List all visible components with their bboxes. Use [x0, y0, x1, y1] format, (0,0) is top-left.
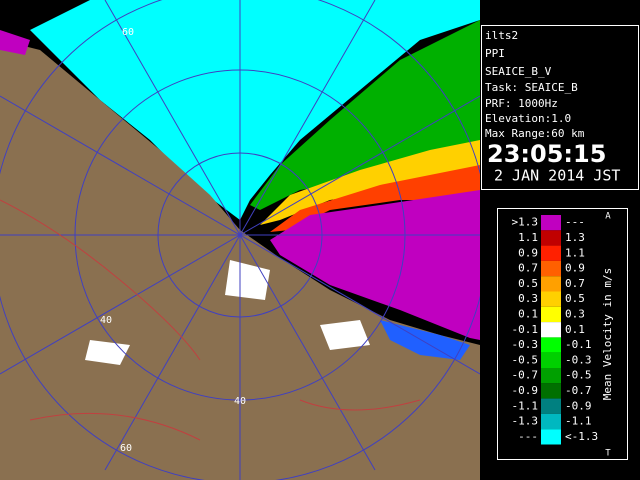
legend-low: -1.3 [512, 415, 539, 428]
legend-low: -0.9 [512, 384, 539, 397]
info-text: PPI [485, 47, 505, 60]
legend-title: Mean Velocity in m/s [601, 268, 614, 400]
legend-high: -0.1 [565, 338, 592, 351]
range-label: 40 [100, 315, 112, 326]
legend-high: -0.3 [565, 353, 592, 366]
legend-high: -1.1 [565, 415, 592, 428]
legend-swatch [541, 230, 561, 246]
blue-echo [380, 320, 470, 360]
legend-swatch [541, 260, 561, 277]
legend-high: 0.9 [565, 262, 585, 275]
legend-swatch [541, 398, 561, 414]
legend-high: 0.1 [565, 323, 585, 336]
legend-low: 0.5 [518, 277, 538, 290]
yellow-echo [260, 140, 480, 225]
legend-swatch [541, 429, 561, 445]
legend-high: 1.3 [565, 231, 585, 244]
range-label: 60 [122, 27, 134, 38]
info-text: SEAICE_B_V [485, 65, 552, 78]
legend-swatch [541, 368, 561, 384]
range-label: 40 [234, 396, 246, 407]
legend-high: 0.7 [565, 277, 585, 290]
clutter [320, 320, 370, 350]
legend-swatch [541, 337, 561, 353]
legend-low: 0.3 [518, 292, 538, 305]
legend-swatch [541, 413, 561, 430]
sea-echo [30, 0, 480, 220]
legend-high: 0.5 [565, 292, 585, 305]
legend-low: >1.3 [512, 216, 539, 229]
legend-swatch [541, 352, 561, 368]
legend-swatch [541, 291, 561, 307]
roads [0, 199, 421, 441]
info-text: ilts2 [485, 29, 518, 42]
legend-high: <-1.3 [565, 430, 598, 443]
legend-high: --- [565, 216, 585, 229]
legend-high: -0.9 [565, 399, 592, 412]
time: 23:05:15 [487, 140, 606, 168]
legend-swatch [541, 245, 561, 261]
legend-low: -0.5 [512, 353, 539, 366]
legend-low: -0.1 [512, 323, 539, 336]
legend-low: 0.1 [518, 307, 538, 320]
range-rings [0, 0, 480, 480]
legend-mark: A [605, 212, 611, 222]
legend-high: -0.7 [565, 384, 592, 397]
legend-high: -0.5 [565, 369, 592, 382]
legend-high: 1.1 [565, 246, 585, 259]
legend-swatch [541, 276, 561, 292]
legend-swatch [541, 383, 561, 399]
legend-mark: T [605, 449, 611, 459]
radar-image: 60 40 40 60 [0, 0, 480, 480]
clutter [225, 260, 270, 300]
legend-swatch [541, 306, 561, 323]
info-text: Elevation:1.0 [485, 112, 571, 125]
legend-border [497, 208, 628, 460]
date: 2 JAN 2014 JST [494, 167, 620, 185]
legend-swatch [541, 322, 561, 338]
legend-low: 0.7 [518, 262, 538, 275]
legend-swatch [541, 215, 561, 231]
info-text: Max Range:60 km [485, 127, 585, 140]
legend-low: -0.7 [512, 369, 539, 382]
magenta-patch [0, 30, 30, 55]
legend-low: -0.3 [512, 338, 539, 351]
red-echo [270, 165, 480, 232]
info-border [481, 25, 639, 190]
legend-high: 0.3 [565, 307, 585, 320]
legend: A T Mean Velocity in m/s >1.3 --- 1.1 1.3 0.… [497, 208, 628, 460]
legend-low: 1.1 [518, 231, 538, 244]
info-panel: ilts2 PPI SEAICE_B_V Task: SEAICE_B PRF:… [481, 25, 639, 190]
legend-low: 0.9 [518, 246, 538, 259]
info-text: PRF: 1000Hz [485, 97, 558, 110]
magenta-echo [270, 190, 480, 340]
legend-low: -1.1 [512, 399, 539, 412]
info-text: Task: SEAICE_B [485, 81, 578, 94]
range-label: 60 [120, 443, 132, 454]
legend-low: --- [518, 430, 538, 443]
